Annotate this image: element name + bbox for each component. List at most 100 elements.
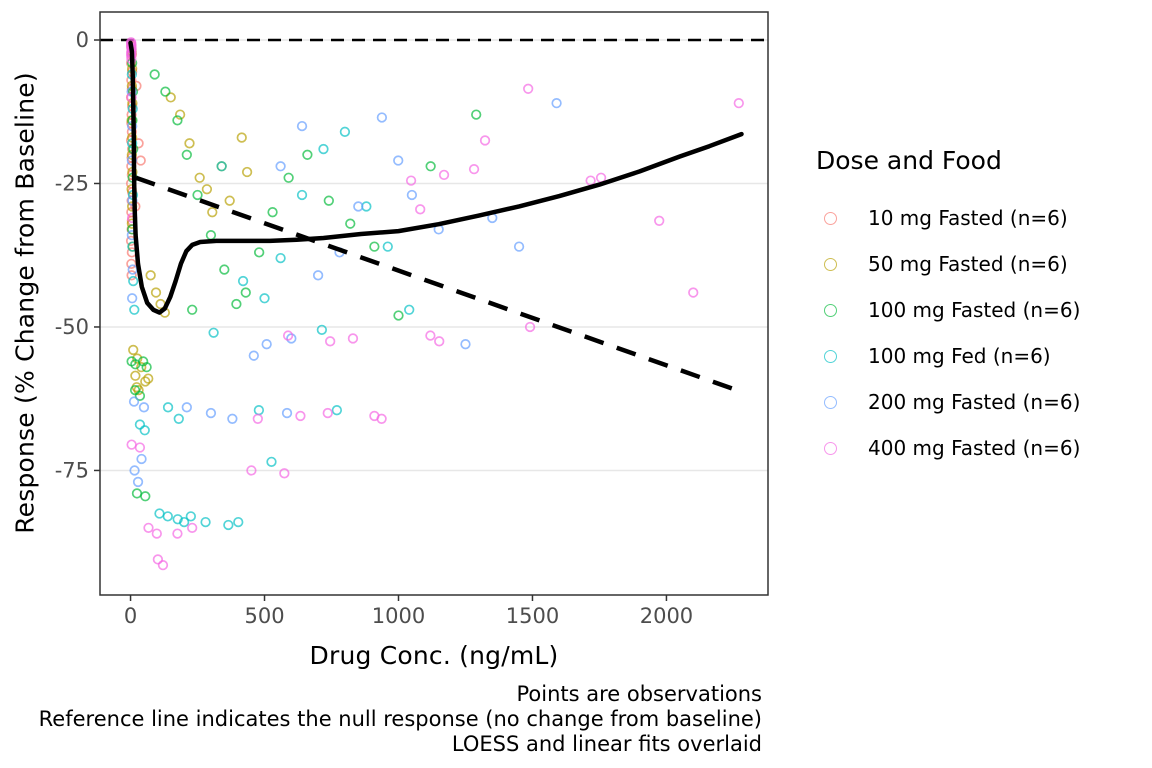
data-point (134, 442, 146, 453)
data-point (281, 407, 293, 419)
data-point (216, 161, 227, 172)
data-point (173, 413, 184, 424)
data-point (141, 361, 152, 373)
data-point (479, 135, 491, 146)
legend-item: 400 mg Fasted (n=6) (816, 425, 1080, 471)
data-point (551, 97, 562, 109)
data-point (323, 195, 334, 206)
plot-panel (100, 12, 768, 595)
data-point (143, 522, 154, 533)
data-point (654, 215, 665, 226)
data-point (130, 370, 141, 381)
data-point (201, 184, 213, 195)
data-point (150, 287, 162, 298)
legend-item: 100 mg Fed (n=6) (816, 333, 1080, 379)
data-point (266, 456, 277, 467)
data-point (172, 528, 183, 539)
data-point (160, 86, 171, 97)
data-point (286, 333, 297, 344)
data-point (425, 330, 436, 341)
data-point (140, 491, 151, 502)
legend-item: 50 mg Fasted (n=6) (816, 241, 1080, 287)
data-point (393, 155, 404, 166)
data-point (382, 241, 393, 252)
caption-reference-line: Reference line indicates the null respon… (38, 707, 762, 731)
data-point (224, 195, 235, 206)
legend-item-label: 400 mg Fasted (n=6) (868, 436, 1081, 460)
data-point (302, 149, 313, 160)
data-point (227, 413, 238, 424)
y-tick-label: 0 (76, 28, 89, 52)
legend-item-label: 200 mg Fasted (n=6) (868, 390, 1081, 414)
data-point (524, 321, 536, 333)
data-point (162, 402, 174, 413)
data-point (152, 554, 164, 565)
legend-item-label: 100 mg Fasted (n=6) (868, 298, 1081, 322)
data-point (468, 163, 480, 175)
data-point (513, 241, 525, 252)
data-point (132, 476, 144, 488)
data-point (438, 169, 450, 181)
loess-fit-curve (128, 40, 744, 315)
data-point (145, 270, 156, 281)
x-tick-label: 1500 (506, 604, 559, 628)
caption-points: Points are observations (516, 682, 762, 706)
data-point (172, 115, 183, 126)
data-point (279, 468, 290, 479)
data-point (185, 511, 196, 522)
legend-title: Dose and Food (816, 146, 1002, 175)
data-point (406, 189, 418, 201)
legend-key-circle-icon (824, 395, 837, 409)
data-point (267, 207, 278, 218)
y-tick-label: -75 (55, 458, 89, 482)
data-point (254, 247, 265, 258)
data-point (207, 207, 218, 218)
data-point (339, 126, 351, 137)
caption-fits: LOESS and linear fits overlaid (451, 732, 762, 756)
data-point (165, 92, 176, 103)
data-point (132, 353, 143, 364)
legend-item: 200 mg Fasted (n=6) (816, 379, 1080, 425)
data-point (178, 516, 190, 528)
data-point (187, 304, 198, 315)
data-point (128, 275, 139, 287)
data-point (275, 161, 286, 172)
data-point (318, 143, 329, 155)
data-point (184, 138, 195, 149)
data-point (405, 175, 417, 186)
legend-key-circle-icon (824, 349, 837, 363)
data-point (259, 293, 270, 304)
y-tick-label: -25 (55, 171, 89, 195)
data-point (415, 204, 426, 215)
data-point (353, 201, 364, 212)
data-point (157, 560, 169, 571)
data-point (223, 519, 234, 531)
data-point (200, 516, 211, 528)
panel-border (99, 11, 769, 596)
data-point (128, 344, 139, 356)
data-point (126, 258, 137, 269)
data-point (295, 410, 306, 422)
data-point (316, 324, 328, 335)
legend-item-label: 100 mg Fed (n=6) (868, 344, 1051, 368)
data-point (376, 413, 387, 424)
data-point (322, 407, 333, 419)
data-point (331, 405, 343, 416)
data-point (194, 172, 205, 183)
data-point (523, 83, 534, 94)
data-point (345, 218, 356, 229)
data-point (139, 425, 150, 436)
legend: Dose and Food 10 mg Fasted (n=6) 50 mg Fa… (816, 146, 1080, 471)
data-point (425, 161, 436, 172)
data-point (233, 516, 244, 528)
data-point (236, 132, 247, 143)
legend-key-circle-icon (824, 211, 837, 225)
data-point (246, 465, 257, 476)
y-axis-title: Response (% Change from Baseline) (10, 72, 40, 534)
data-point (192, 189, 203, 201)
data-point (149, 69, 160, 80)
data-point (261, 339, 272, 350)
data-point (347, 333, 359, 344)
data-point (240, 287, 251, 298)
